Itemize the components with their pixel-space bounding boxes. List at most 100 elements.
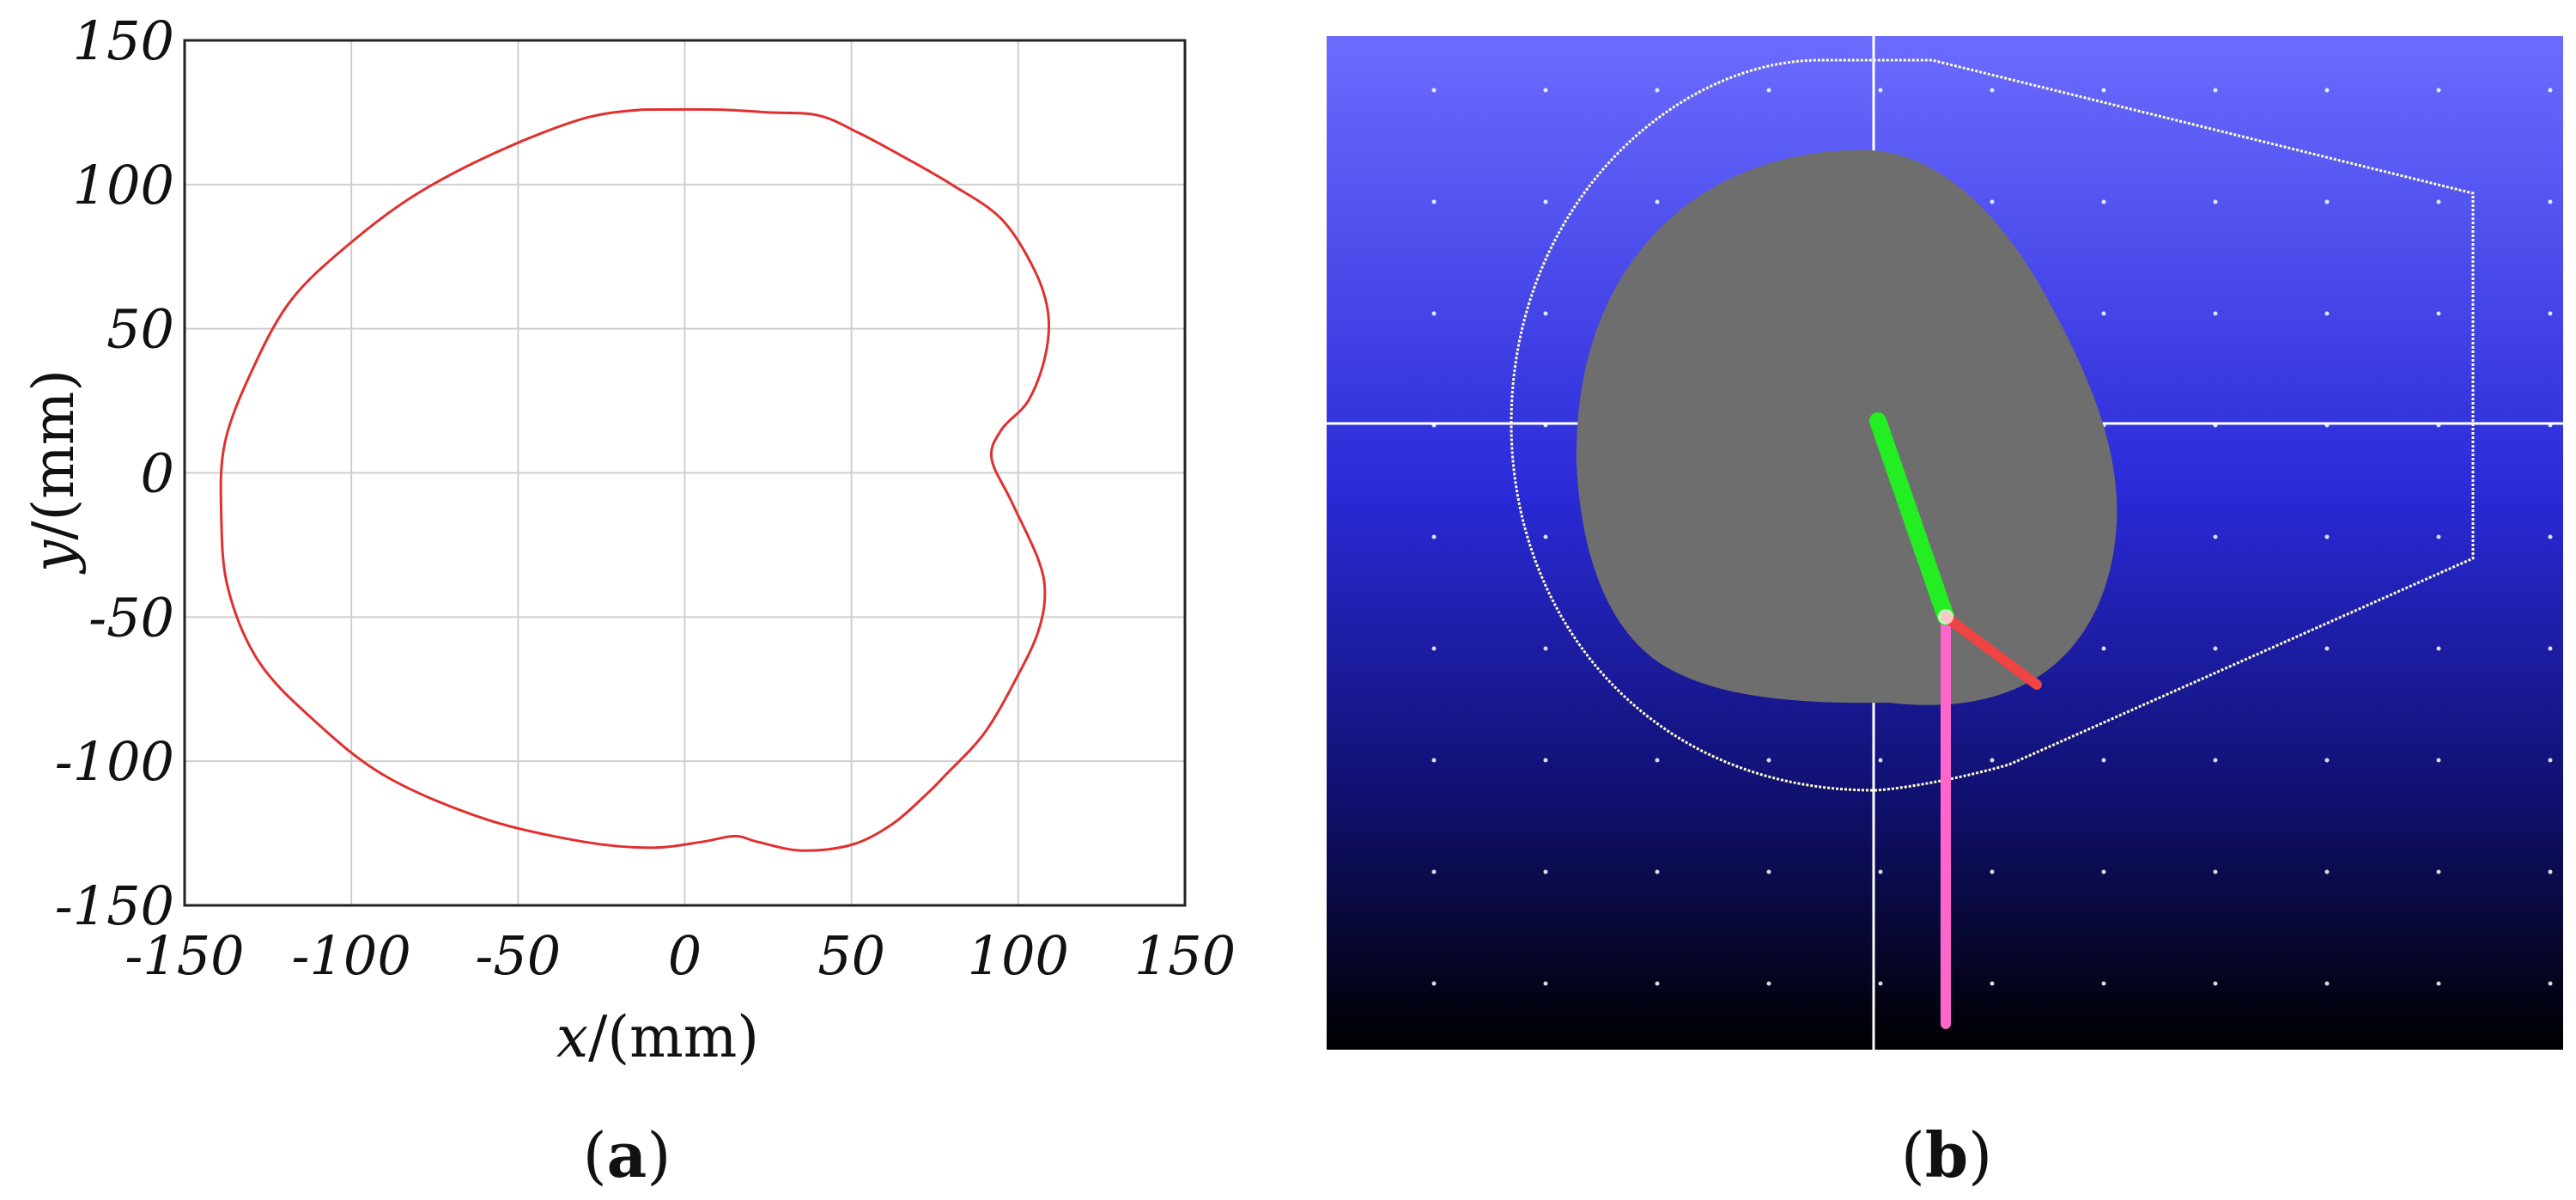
grid-dot [1766,869,1771,874]
grid-dot [1766,981,1771,986]
grid-dot [2213,199,2218,204]
grid-dot [2548,981,2553,986]
grid-dot [2324,88,2330,93]
x-axis-unit: /(mm) [588,1004,759,1070]
grid-dot [1431,758,1437,763]
panel-label-b-letter: b [1925,1118,1968,1191]
y-tick-label: 50 [106,298,174,361]
grid-dot [1431,646,1437,651]
grid-dot [1990,758,1995,763]
grid-dot [2548,646,2553,651]
grid-dot [2436,88,2441,93]
grid-dot [1990,88,1995,93]
grid-dot [1543,758,1548,763]
grid-dot [2324,869,2330,874]
y-tick-label: 150 [73,9,174,72]
grid-dot [2101,88,2106,93]
y-tick-label: -100 [55,730,174,793]
grid-dot [2548,88,2553,93]
link-red [1941,612,2042,690]
grid-dot [2548,534,2553,539]
panel-b-simulation: (b) [1327,36,2563,1191]
grid-dot [1431,981,1437,986]
grid-dot [1543,646,1548,651]
panel-label-a: (a) [583,1118,671,1191]
grid-dot [2324,646,2330,651]
link-green [1869,412,1954,625]
grid-dot [2548,758,2553,763]
trajectory-curve [219,107,1051,852]
grid-dot [1431,88,1437,93]
x-tick-label: 50 [817,924,885,987]
grid-dot [1431,869,1437,874]
x-tick-label: 150 [1134,924,1236,987]
panel-label-a-letter: a [607,1118,647,1191]
y-tick-labels: 150 100 50 0 -50 -100 -150 [55,9,174,937]
x-tick-label: -150 [125,924,244,987]
grid-dot [2436,758,2441,763]
grid-dot [2324,199,2330,204]
x-tick-label: -50 [475,924,561,987]
grid-dot [1655,981,1660,986]
grid-dot [2436,311,2441,316]
grid-dot [2213,869,2218,874]
grid-dot [2213,981,2218,986]
y-axis-label: y/(mm) [21,369,87,575]
grid-dot [1431,199,1437,204]
grid-dot [1655,88,1660,93]
grid-dot [2548,869,2553,874]
y-tick-label: -50 [88,586,174,649]
grid-dot [2548,199,2553,204]
grid-dot [2436,534,2441,539]
grid-dot [2101,981,2106,986]
plot-frame [183,39,1187,907]
grid-dot [2101,646,2106,651]
grid-dot [1878,758,1883,763]
grid-dot [2213,646,2218,651]
grid-dot [2213,311,2218,316]
y-tick-label: -150 [55,874,174,937]
x-tick-label: 0 [668,924,702,987]
grid-dot [1878,88,1883,93]
grid-dot [1543,981,1548,986]
grid-dot [1990,869,1995,874]
grid-dot [1543,311,1548,316]
grid-dot [1543,88,1548,93]
x-axis-label: x/(mm) [556,1004,759,1070]
grid-dot [2324,534,2330,539]
x-tick-labels: -150 -100 -50 0 50 100 150 [125,924,1236,987]
grid-dot [1431,311,1437,316]
reachable-area-blob [1576,149,2117,705]
y-tick-label: 100 [73,154,174,216]
grid-dot [1655,758,1660,763]
grid-dot [1543,869,1548,874]
y-axis-var: y [21,539,87,575]
joint [1938,609,1953,624]
grid-dot [2213,88,2218,93]
grid-dot [1766,758,1771,763]
grid-dot [1655,199,1660,204]
y-axis-unit: /(mm) [21,369,87,540]
chart-grid [184,40,1186,906]
grid-dot [2436,199,2441,204]
grid-dot [1543,534,1548,539]
grid-dot [2548,311,2553,316]
x-tick-label: -100 [292,924,411,987]
grid-dot [2324,311,2330,316]
grid-dot [2213,534,2218,539]
grid-dot [2436,869,2441,874]
grid-dot [1655,869,1660,874]
grid-dot [2101,199,2106,204]
grid-dot [1766,88,1771,93]
grid-dot [2436,981,2441,986]
x-axis-var: x [556,1004,588,1070]
grid-dot [2324,758,2330,763]
panel-a-chart: -150 -100 -50 0 50 100 150 150100500-50-100-15… [21,9,1236,1191]
grid-dot [1990,981,1995,986]
x-tick-label: 100 [968,924,1069,987]
y-tick-label: 0 [141,442,174,505]
grid-dot [1543,199,1548,204]
grid-dot [2324,981,2330,986]
grid-dot [1990,199,1995,204]
grid-dot [2213,758,2218,763]
